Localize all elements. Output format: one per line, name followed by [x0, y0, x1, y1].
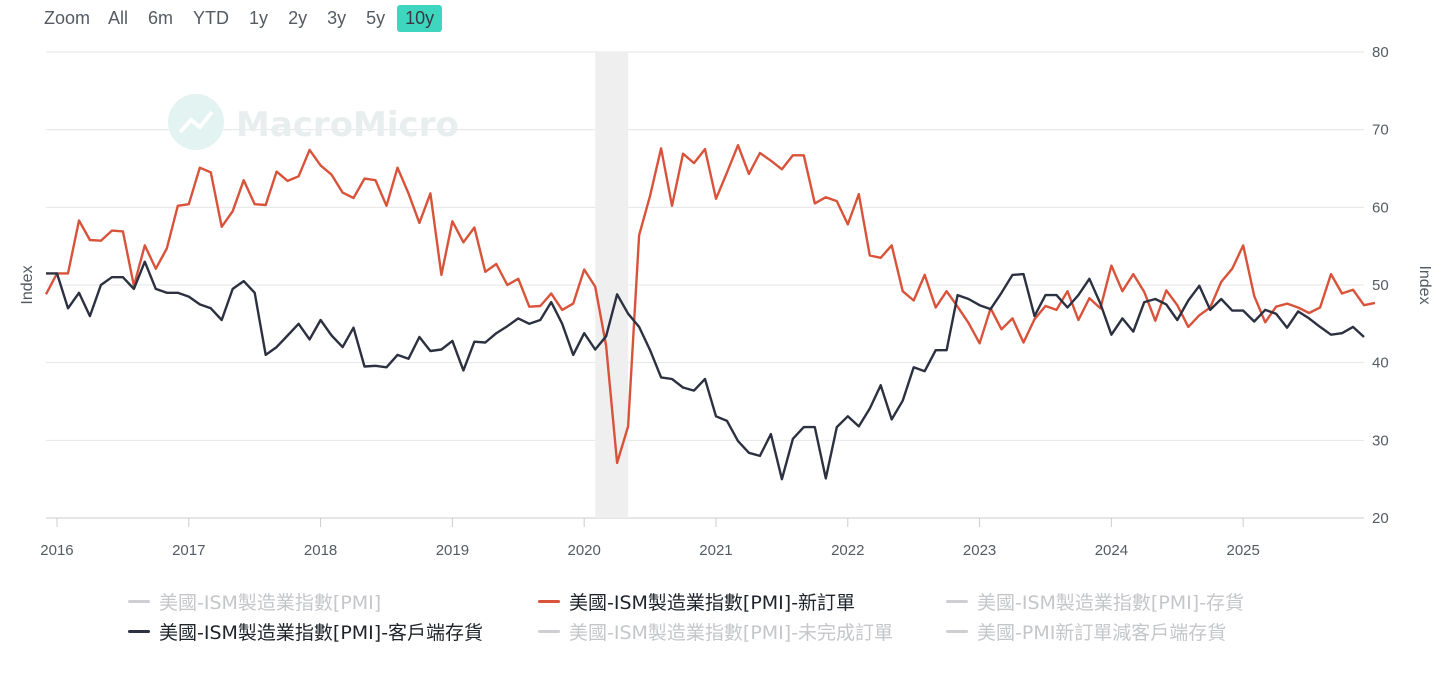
x-tick-label: 2024 — [1095, 542, 1128, 559]
grid-lines — [46, 51, 1364, 519]
x-tick-label: 2023 — [963, 542, 996, 559]
y-axis-title-right: Index — [1416, 265, 1433, 304]
legend-swatch — [538, 630, 560, 633]
line-chart: MacroMicro 20 30 40 50 60 70 80 2016 2017 2018 201… — [19, 44, 1433, 559]
legend-swatch — [946, 630, 968, 633]
x-tick-label: 2017 — [172, 542, 205, 559]
legend-item[interactable]: 美國-ISM製造業指數[PMI]-未完成訂單 — [538, 618, 893, 645]
x-tick-label: 2018 — [304, 542, 337, 559]
zoom-button-3y[interactable]: 3y — [327, 7, 347, 28]
y-tick-label: 60 — [1372, 199, 1389, 216]
zoom-button-6m[interactable]: 6m — [148, 7, 174, 28]
series — [44, 143, 1376, 481]
watermark-text: MacroMicro — [236, 105, 459, 145]
y-tick-label: 80 — [1372, 44, 1389, 61]
y-axis-title-left: Index — [19, 265, 36, 304]
legend-item[interactable]: 美國-ISM製造業指數[PMI]-存貨 — [946, 588, 1244, 615]
x-tick-label: 2016 — [40, 542, 73, 559]
legend-label: 美國-ISM製造業指數[PMI]-新訂單 — [569, 592, 856, 614]
y-tick-label: 20 — [1372, 510, 1389, 527]
legend-label: 美國-ISM製造業指數[PMI]-未完成訂單 — [569, 622, 894, 644]
y-tick-label: 70 — [1372, 122, 1389, 139]
x-tick-label: 2025 — [1226, 542, 1259, 559]
x-tick-label: 2021 — [699, 542, 732, 559]
legend-label: 美國-ISM製造業指數[PMI]-客戶端存貨 — [159, 622, 484, 644]
zoom-label: Zoom — [44, 7, 91, 28]
zoom-button-1y[interactable]: 1y — [249, 7, 269, 28]
x-tick-label: 2022 — [831, 542, 864, 559]
series-line-new-orders[interactable] — [44, 143, 1376, 465]
zoom-button-all[interactable]: All — [108, 7, 129, 28]
axes: 20 30 40 50 60 70 80 2016 2017 2018 2019 2020 2021 20… — [40, 44, 1388, 559]
watermark: MacroMicro — [168, 94, 459, 150]
legend-item[interactable]: 美國-ISM製造業指數[PMI] — [128, 588, 381, 615]
legend-item[interactable]: 美國-ISM製造業指數[PMI]-新訂單 — [538, 588, 855, 615]
legend-label: 美國-ISM製造業指數[PMI] — [159, 592, 382, 614]
zoom-button-5y[interactable]: 5y — [366, 7, 386, 28]
legend-swatch — [946, 600, 968, 603]
zoom-button-10y[interactable]: 10y — [397, 4, 443, 32]
legend-item[interactable]: 美國-PMI新訂單減客戶端存貨 — [946, 618, 1226, 645]
y-tick-label: 30 — [1372, 432, 1389, 449]
legend-swatch — [128, 630, 150, 633]
y-tick-label: 40 — [1372, 355, 1389, 372]
x-tick-label: 2020 — [567, 542, 600, 559]
y-tick-label: 50 — [1372, 277, 1389, 294]
legend-label: 美國-PMI新訂單減客戶端存貨 — [977, 622, 1227, 644]
zoom-button-ytd[interactable]: YTD — [193, 7, 230, 28]
legend: 美國-ISM製造業指數[PMI] 美國-ISM製造業指數[PMI]-新訂單 美國-I… — [0, 582, 1456, 652]
legend-item[interactable]: 美國-ISM製造業指數[PMI]-客戶端存貨 — [128, 618, 483, 645]
legend-label: 美國-ISM製造業指數[PMI]-存貨 — [977, 592, 1245, 614]
legend-swatch — [538, 600, 560, 603]
zoom-button-2y[interactable]: 2y — [288, 7, 308, 28]
zoom-bar: Zoom All 6m YTD 1y 2y 3y 5y 10y — [44, 3, 446, 33]
watermark-trend-icon — [178, 110, 214, 134]
recession-band — [595, 52, 629, 518]
x-tick-label: 2019 — [436, 542, 469, 559]
series-line-customer-inventory[interactable] — [46, 260, 1365, 481]
legend-swatch — [128, 600, 150, 603]
